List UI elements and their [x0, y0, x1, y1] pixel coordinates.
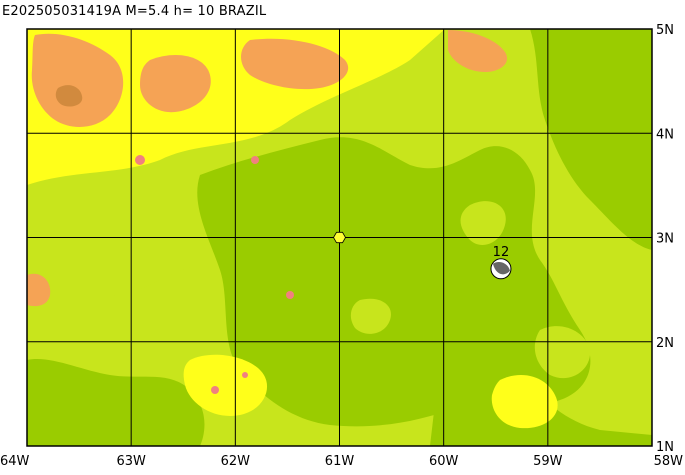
latitude-label: 4N	[656, 127, 674, 142]
longitude-label: 64W	[0, 454, 30, 469]
terrain-orange-north-center	[140, 55, 211, 113]
latitude-label: 1N	[656, 440, 674, 455]
terrain-yellow-south	[183, 354, 268, 416]
epicenter-marker	[333, 231, 346, 244]
terrain-orange-west	[27, 273, 51, 307]
latitude-label: 2N	[656, 336, 674, 351]
terrain-yellow-southeast	[491, 375, 558, 429]
station-label: 12	[493, 245, 510, 260]
terrain-pink-speck	[135, 155, 145, 165]
terrain-light-patch-3	[350, 298, 391, 334]
event-header: E202505031419A M=5.4 h= 10 BRAZIL	[2, 4, 266, 19]
terrain-light-patch-2	[534, 326, 591, 379]
focal-mechanism-icon	[490, 258, 512, 280]
markers: 12	[333, 231, 512, 280]
event-id: E202505031419A	[2, 4, 122, 19]
terrain-pink-speck	[251, 156, 259, 164]
latitude-label: 3N	[656, 232, 674, 247]
map-frame	[26, 28, 653, 447]
terrain-light-patch-1	[460, 201, 506, 245]
terrain-dark-green-southwest	[27, 358, 205, 446]
terrain-brown-peak	[55, 85, 83, 107]
terrain-orange-north-band	[241, 38, 349, 90]
terrain-pink-speck	[211, 386, 219, 394]
latitude-labels: 5N 4N 3N 2N 1N	[656, 23, 674, 455]
longitude-label: 63W	[116, 454, 146, 469]
region: BRAZIL	[218, 4, 267, 19]
terrain-orange-northeast	[448, 30, 508, 72]
longitude-label: 58W	[654, 454, 684, 469]
longitude-label: 60W	[429, 454, 459, 469]
terrain-pink-speck	[242, 372, 248, 378]
longitude-label: 61W	[325, 454, 355, 469]
latitude-label: 5N	[656, 23, 674, 38]
depth: h= 10	[173, 4, 215, 19]
terrain-orange-northwest	[31, 33, 124, 127]
terrain-pink-speck	[286, 291, 294, 299]
magnitude: M=5.4	[125, 4, 170, 19]
terrain-dark-green-east	[530, 29, 652, 250]
longitude-label: 62W	[221, 454, 251, 469]
longitude-labels: 64W 63W 62W 61W 60W 59W 58W	[0, 454, 683, 469]
longitude-label: 59W	[533, 454, 563, 469]
